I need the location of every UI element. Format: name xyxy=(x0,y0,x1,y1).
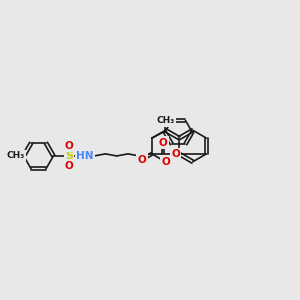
Text: O: O xyxy=(138,154,146,164)
Text: O: O xyxy=(171,149,180,159)
Text: HN: HN xyxy=(76,151,94,161)
Text: CH₃: CH₃ xyxy=(156,116,175,125)
Text: O: O xyxy=(64,140,73,151)
Text: O: O xyxy=(159,138,167,148)
Text: S: S xyxy=(65,151,73,161)
Text: CH₃: CH₃ xyxy=(6,152,25,160)
Text: O: O xyxy=(64,161,73,171)
Text: O: O xyxy=(161,157,170,167)
